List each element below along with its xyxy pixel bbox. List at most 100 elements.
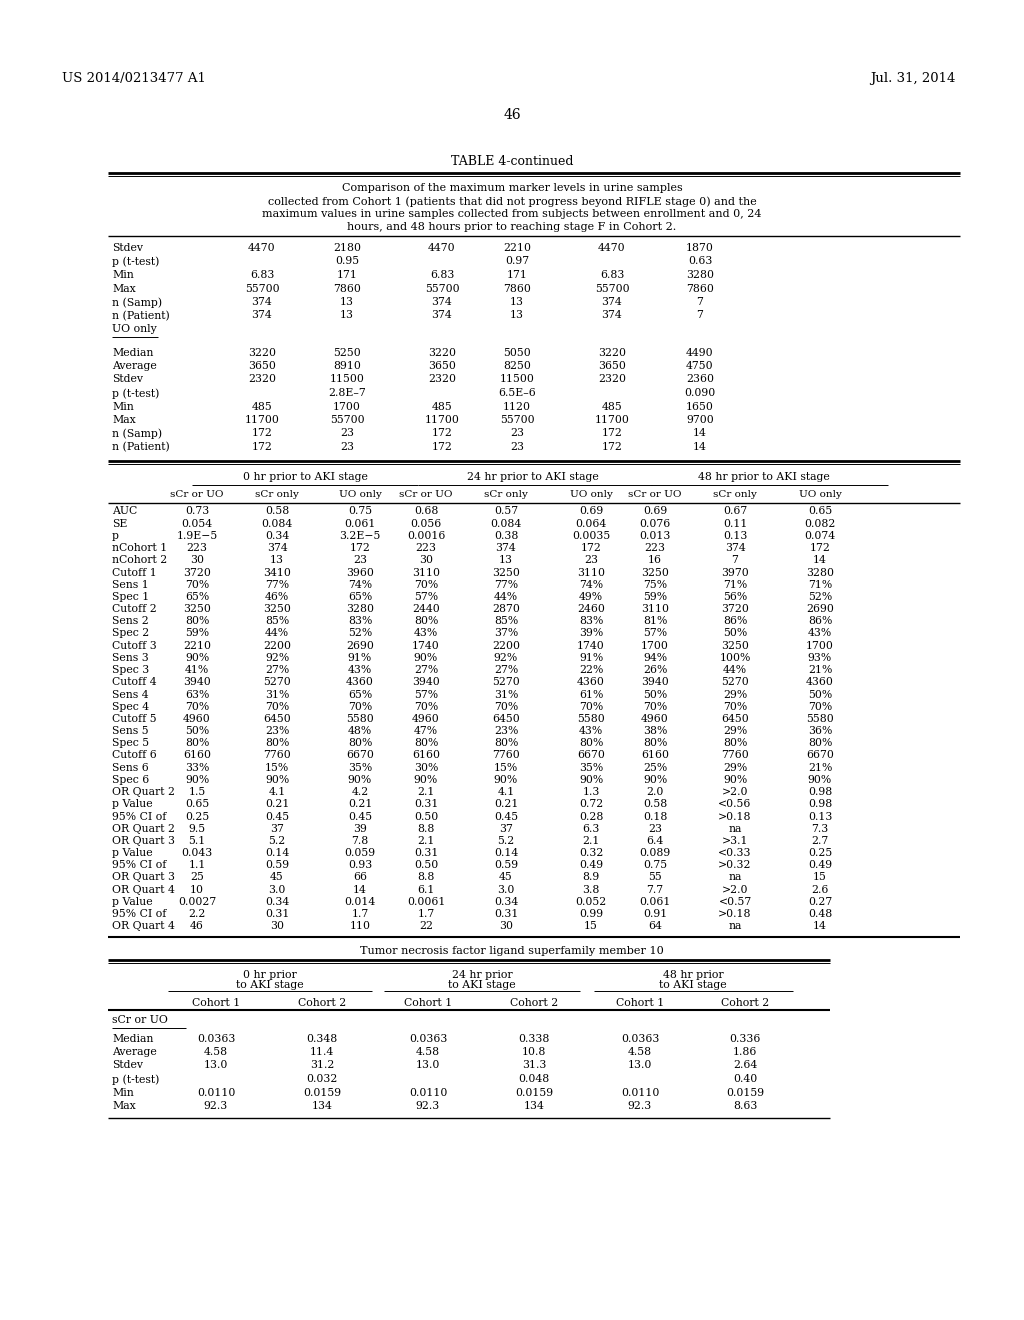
Text: sCr or UO: sCr or UO	[170, 490, 224, 499]
Text: 55700: 55700	[500, 414, 535, 425]
Text: 374: 374	[432, 310, 453, 321]
Text: p (t-test): p (t-test)	[112, 1074, 160, 1085]
Text: Spec 6: Spec 6	[112, 775, 150, 785]
Text: 0.056: 0.056	[411, 519, 441, 529]
Text: 0.0110: 0.0110	[197, 1088, 236, 1097]
Text: 90%: 90%	[723, 775, 748, 785]
Text: 172: 172	[252, 429, 272, 438]
Text: 0.054: 0.054	[181, 519, 213, 529]
Text: 5.2: 5.2	[498, 836, 515, 846]
Text: 2.2: 2.2	[188, 909, 206, 919]
Text: 77%: 77%	[494, 579, 518, 590]
Text: 14: 14	[693, 442, 707, 451]
Text: 59%: 59%	[643, 591, 667, 602]
Text: 0.59: 0.59	[494, 861, 518, 870]
Text: 1740: 1740	[578, 640, 605, 651]
Text: 14: 14	[813, 556, 827, 565]
Text: 38%: 38%	[643, 726, 668, 737]
Text: 50%: 50%	[643, 689, 667, 700]
Text: 4960: 4960	[183, 714, 211, 723]
Text: 6.4: 6.4	[646, 836, 664, 846]
Text: 2210: 2210	[503, 243, 531, 253]
Text: 31%: 31%	[265, 689, 289, 700]
Text: 3110: 3110	[641, 605, 669, 614]
Text: 7760: 7760	[493, 751, 520, 760]
Text: 0.73: 0.73	[185, 507, 209, 516]
Text: 90%: 90%	[579, 775, 603, 785]
Text: 3720: 3720	[721, 605, 749, 614]
Text: 90%: 90%	[265, 775, 289, 785]
Text: 0.48: 0.48	[808, 909, 833, 919]
Text: 70%: 70%	[414, 579, 438, 590]
Text: Sens 5: Sens 5	[112, 726, 148, 737]
Text: 1120: 1120	[503, 401, 531, 412]
Text: OR Quart 4: OR Quart 4	[112, 884, 175, 895]
Text: 0.0363: 0.0363	[409, 1034, 447, 1044]
Text: Average: Average	[112, 360, 157, 371]
Text: Sens 1: Sens 1	[112, 579, 148, 590]
Text: Sens 4: Sens 4	[112, 689, 148, 700]
Text: 0.059: 0.059	[344, 847, 376, 858]
Text: 8250: 8250	[503, 360, 530, 371]
Text: 3250: 3250	[263, 605, 291, 614]
Text: 2320: 2320	[598, 375, 626, 384]
Text: 7.3: 7.3	[811, 824, 828, 834]
Text: 13.0: 13.0	[628, 1060, 652, 1071]
Text: 23: 23	[353, 556, 367, 565]
Text: 4360: 4360	[806, 677, 834, 688]
Text: 223: 223	[186, 543, 208, 553]
Text: 3220: 3220	[598, 347, 626, 358]
Text: 16: 16	[648, 556, 662, 565]
Text: Min: Min	[112, 401, 134, 412]
Text: 11500: 11500	[330, 375, 365, 384]
Text: 74%: 74%	[579, 579, 603, 590]
Text: 485: 485	[432, 401, 453, 412]
Text: 6670: 6670	[806, 751, 834, 760]
Text: 39: 39	[353, 824, 367, 834]
Text: 11700: 11700	[595, 414, 630, 425]
Text: 8.9: 8.9	[583, 873, 600, 883]
Text: 172: 172	[601, 442, 623, 451]
Text: 2.1: 2.1	[418, 787, 434, 797]
Text: >0.18: >0.18	[718, 909, 752, 919]
Text: 41%: 41%	[185, 665, 209, 675]
Text: 95% CI of: 95% CI of	[112, 812, 166, 821]
Text: 5050: 5050	[503, 347, 530, 358]
Text: 3.8: 3.8	[583, 884, 600, 895]
Text: 7: 7	[696, 310, 703, 321]
Text: 92.3: 92.3	[204, 1101, 228, 1111]
Text: 9700: 9700	[686, 414, 714, 425]
Text: 0.043: 0.043	[181, 847, 213, 858]
Text: na: na	[728, 824, 741, 834]
Text: 23: 23	[648, 824, 662, 834]
Text: 3410: 3410	[263, 568, 291, 578]
Text: 52%: 52%	[348, 628, 372, 639]
Text: 0.99: 0.99	[579, 909, 603, 919]
Text: 4470: 4470	[428, 243, 456, 253]
Text: 55700: 55700	[425, 284, 460, 293]
Text: 2210: 2210	[183, 640, 211, 651]
Text: 7760: 7760	[721, 751, 749, 760]
Text: 90%: 90%	[494, 775, 518, 785]
Text: 44%: 44%	[723, 665, 748, 675]
Text: 0.0363: 0.0363	[621, 1034, 659, 1044]
Text: maximum values in urine samples collected from subjects between enrollment and 0: maximum values in urine samples collecte…	[262, 209, 762, 219]
Text: UO only: UO only	[339, 490, 381, 499]
Text: 172: 172	[349, 543, 371, 553]
Text: 5270: 5270	[721, 677, 749, 688]
Text: 0.31: 0.31	[494, 909, 518, 919]
Text: US 2014/0213477 A1: US 2014/0213477 A1	[62, 73, 206, 84]
Text: 0.68: 0.68	[414, 507, 438, 516]
Text: 3940: 3940	[412, 677, 440, 688]
Text: 3970: 3970	[721, 568, 749, 578]
Text: 7860: 7860	[333, 284, 360, 293]
Text: 70%: 70%	[494, 702, 518, 711]
Text: 2180: 2180	[333, 243, 361, 253]
Text: 15%: 15%	[265, 763, 289, 772]
Text: 33%: 33%	[184, 763, 209, 772]
Text: 90%: 90%	[185, 775, 209, 785]
Text: 374: 374	[252, 310, 272, 321]
Text: 11700: 11700	[425, 414, 460, 425]
Text: 3.2E−5: 3.2E−5	[339, 531, 381, 541]
Text: >0.18: >0.18	[718, 812, 752, 821]
